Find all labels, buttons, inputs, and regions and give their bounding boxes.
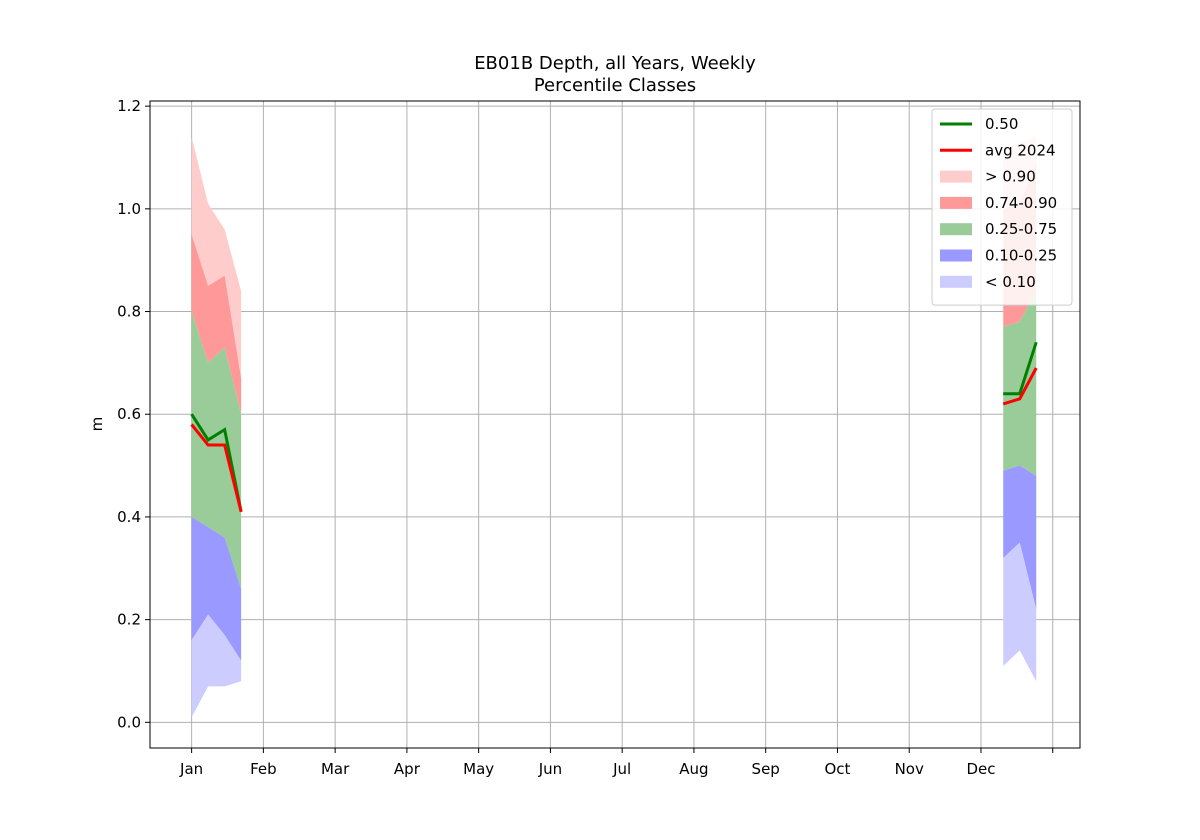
x-tick-label: Jul bbox=[612, 760, 631, 778]
x-tick-label: Jan bbox=[179, 760, 203, 778]
y-axis-label: m bbox=[88, 417, 106, 432]
legend-label: 0.10-0.25 bbox=[985, 247, 1057, 265]
band-025-075-seg-2 bbox=[1003, 290, 1037, 476]
y-tick-label: 0.4 bbox=[117, 508, 141, 526]
legend-swatch bbox=[940, 249, 972, 262]
band-010-025-seg-2 bbox=[1003, 465, 1037, 610]
legend-swatch bbox=[940, 223, 972, 236]
x-axis: Jan Feb Mar Apr May Jun Jul Aug Sep Oct Nov Dec bbox=[179, 748, 1054, 778]
band-lt-010-seg-2 bbox=[1003, 542, 1037, 682]
y-tick-label: 1.2 bbox=[117, 97, 141, 115]
x-tick-label: Sep bbox=[752, 760, 780, 778]
median-line-seg-1 bbox=[190, 413, 243, 513]
x-tick-label: Jun bbox=[538, 760, 562, 778]
y-axis: 0.0 0.2 0.4 0.6 0.8 1.0 1.2 bbox=[117, 97, 150, 731]
percentile-bands bbox=[191, 136, 1037, 718]
legend-swatch bbox=[940, 170, 972, 183]
legend-label: > 0.90 bbox=[985, 168, 1036, 186]
x-tick-label: Mar bbox=[321, 760, 350, 778]
legend-swatch bbox=[940, 196, 972, 209]
legend-label: 0.74-0.90 bbox=[985, 194, 1057, 212]
y-tick-label: 0.2 bbox=[117, 611, 141, 629]
x-tick-label: Feb bbox=[250, 760, 277, 778]
band-gt-090-seg-1 bbox=[191, 136, 242, 379]
legend-label: 0.25-0.75 bbox=[985, 220, 1057, 238]
legend-label: 0.50 bbox=[985, 115, 1018, 133]
y-tick-label: 0.8 bbox=[117, 303, 141, 321]
median-line-seg-2 bbox=[1003, 341, 1038, 396]
y-tick-label: 0.0 bbox=[117, 713, 141, 731]
legend-swatch bbox=[940, 275, 972, 288]
x-tick-label: Aug bbox=[679, 760, 708, 778]
band-074-090-seg-1 bbox=[191, 234, 242, 415]
avg-line-seg-2 bbox=[1002, 367, 1038, 406]
avg-line-seg-1 bbox=[190, 423, 243, 513]
y-tick-label: 1.0 bbox=[117, 200, 141, 218]
y-tick-label: 0.6 bbox=[117, 405, 141, 423]
legend-label: < 0.10 bbox=[985, 273, 1036, 291]
plot-frame bbox=[149, 100, 1081, 749]
series-lines bbox=[190, 341, 1038, 513]
x-tick-label: Dec bbox=[966, 760, 995, 778]
x-tick-label: May bbox=[463, 760, 494, 778]
x-tick-label: Apr bbox=[394, 760, 421, 778]
legend-label: avg 2024 bbox=[985, 141, 1056, 159]
band-lt-010-seg-1 bbox=[191, 614, 242, 718]
legend: 0.50 avg 2024 > 0.90 0.74-0.90 0.25-0.75 0.10… bbox=[931, 108, 1073, 306]
band-025-075-seg-1 bbox=[191, 311, 242, 589]
chart-subtitle: Percentile Classes bbox=[534, 75, 696, 96]
band-010-025-seg-1 bbox=[191, 516, 242, 661]
x-tick-label: Nov bbox=[895, 760, 924, 778]
chart-title: EB01B Depth, all Years, Weekly bbox=[474, 53, 756, 74]
x-tick-label: Oct bbox=[824, 760, 850, 778]
